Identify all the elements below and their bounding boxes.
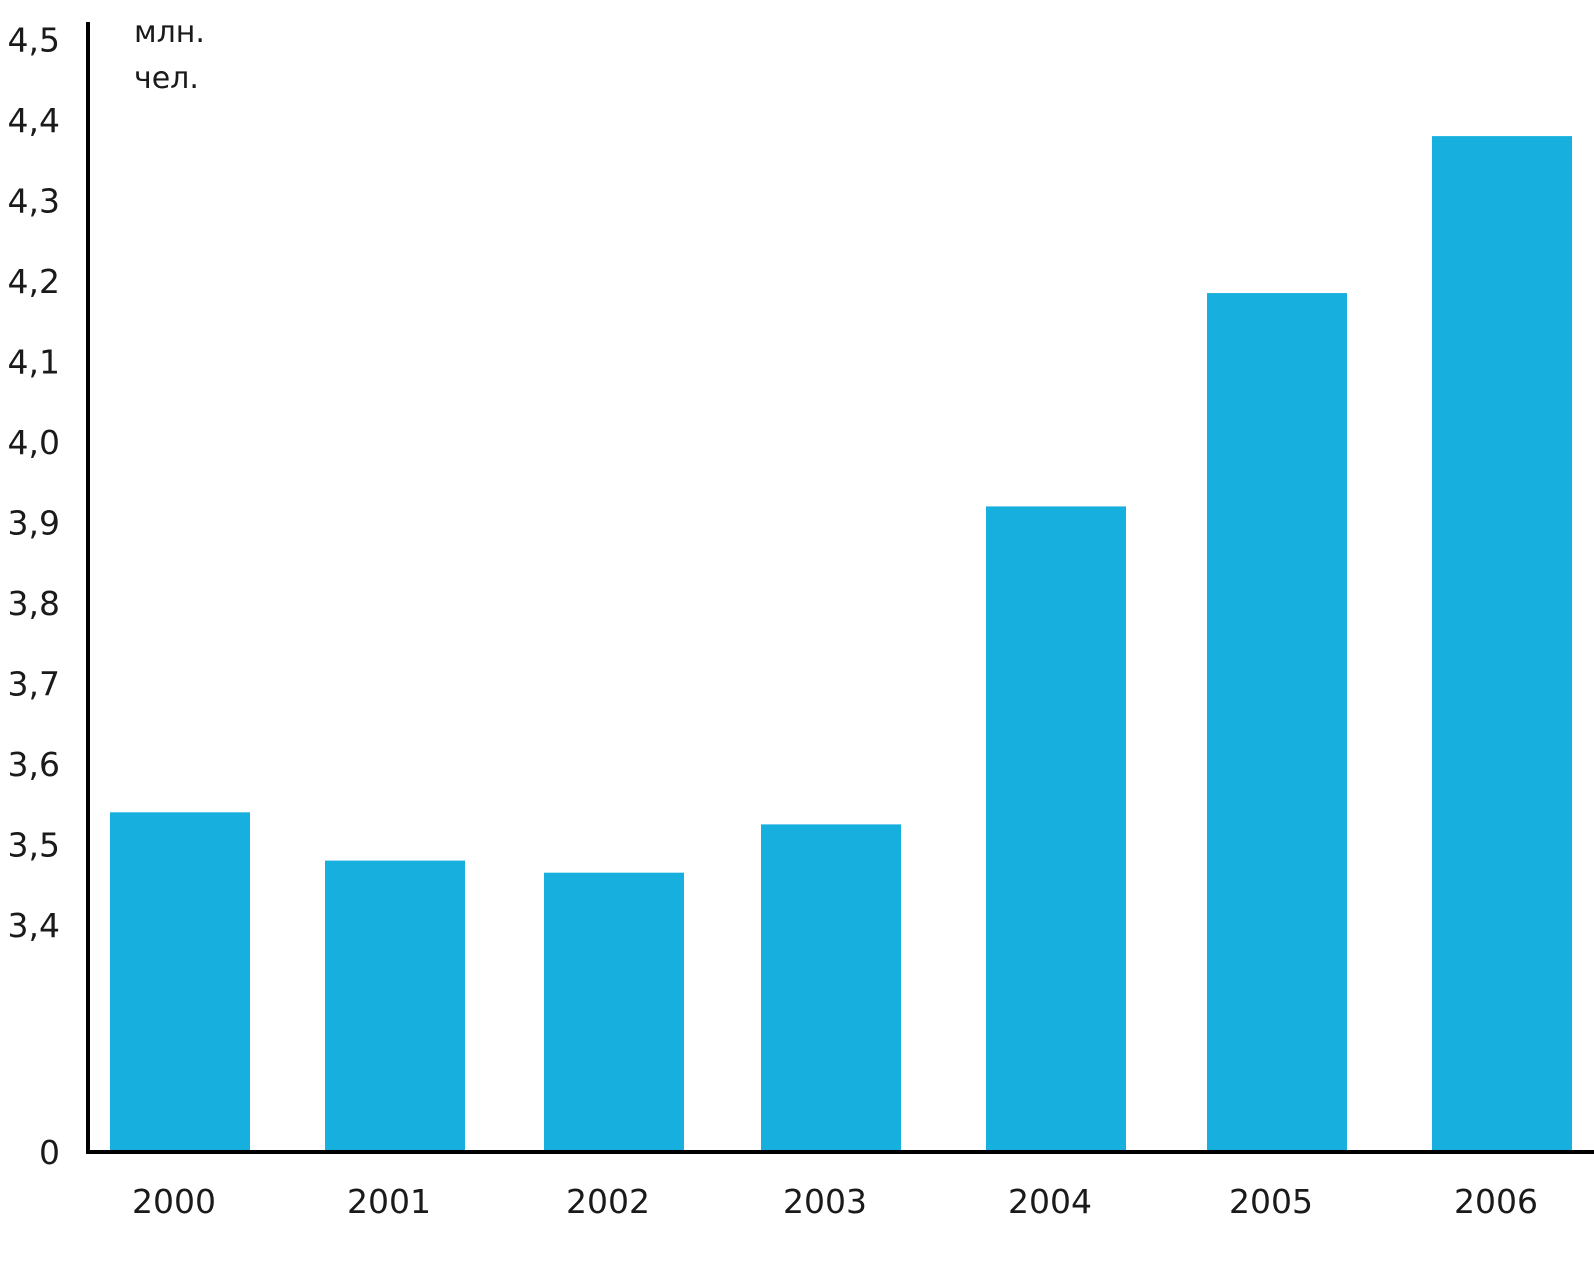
x-tick-label: 2004 — [1008, 1182, 1092, 1221]
y-tick-label: 4,3 — [8, 182, 60, 221]
axes-group — [86, 22, 1594, 1154]
x-tick-label: 2003 — [783, 1182, 867, 1221]
bar-2005 — [1207, 293, 1347, 1152]
x-tick-label: 2002 — [566, 1182, 650, 1221]
bar-2001 — [325, 860, 465, 1152]
y-tick-label: 4,1 — [8, 343, 60, 382]
unit-label: млн. чел. — [134, 15, 205, 96]
y-tick-label: 4,5 — [8, 21, 60, 60]
y-tick-label: 3,8 — [8, 584, 60, 623]
x-tick-label: 2005 — [1229, 1182, 1313, 1221]
y-tick-label: 4,4 — [8, 101, 60, 140]
bars-group — [110, 136, 1572, 1153]
x-tick-label: 2001 — [347, 1182, 431, 1221]
bar-2004 — [986, 506, 1126, 1152]
unit-label-line-1: млн. — [134, 15, 205, 50]
y-tick-label: 3,9 — [8, 504, 60, 543]
bar-2000 — [110, 812, 250, 1152]
y-tick-label: 3,5 — [8, 826, 60, 865]
bar-2002 — [544, 872, 684, 1152]
x-tick-labels: 2000 2001 2002 2003 2004 2005 2006 — [132, 1182, 1538, 1221]
y-tick-label: 0 — [39, 1133, 60, 1172]
y-tick-label: 3,7 — [8, 665, 60, 704]
x-tick-label: 2006 — [1454, 1182, 1538, 1221]
y-tick-label: 3,6 — [8, 745, 60, 784]
y-tick-label: 3,4 — [8, 906, 60, 945]
y-tick-label: 4,0 — [8, 423, 60, 462]
bar-2003 — [761, 824, 901, 1152]
bar-2006 — [1432, 136, 1572, 1153]
y-tick-label: 4,2 — [8, 262, 60, 301]
y-tick-labels: 0 3,4 3,5 3,6 3,7 3,8 3,9 4,0 4,1 4,2 4,3 4,4 4,5 — [8, 21, 60, 1173]
unit-label-line-2: чел. — [134, 61, 199, 96]
x-tick-label: 2000 — [132, 1182, 216, 1221]
